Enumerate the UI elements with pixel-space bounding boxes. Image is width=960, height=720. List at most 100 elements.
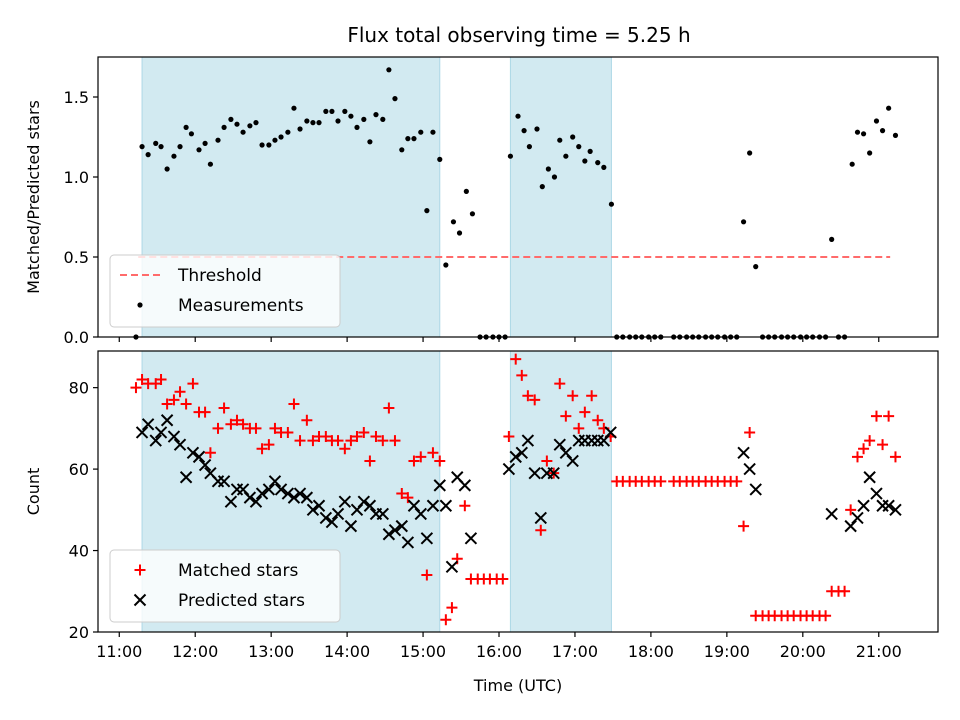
measurement-point xyxy=(570,134,576,140)
x-tick-label: 14:00 xyxy=(324,642,370,661)
predicted-point xyxy=(331,507,345,521)
matched-point xyxy=(396,488,408,500)
predicted-point xyxy=(173,438,187,451)
measurement-point xyxy=(879,128,886,134)
measurement-point xyxy=(424,208,430,214)
predicted-point xyxy=(882,499,895,512)
measurement-point xyxy=(411,136,417,142)
measurement-point xyxy=(153,140,159,146)
predicted-point xyxy=(281,487,295,500)
matched-point xyxy=(263,439,275,451)
series-predicted-stars xyxy=(135,414,902,574)
matched-point xyxy=(225,418,237,430)
legend-measurements-swatch xyxy=(137,302,143,308)
matched-point xyxy=(187,378,199,390)
matched-point xyxy=(820,610,832,622)
predicted-point xyxy=(224,495,238,508)
legend-label: Matched stars xyxy=(178,561,298,581)
measurement-point xyxy=(753,264,759,270)
matched-point xyxy=(529,394,541,406)
predicted-point xyxy=(306,503,320,517)
predicted-point xyxy=(825,507,838,521)
y-tick-label: 20 xyxy=(69,623,89,642)
matched-point xyxy=(358,426,370,438)
matched-point xyxy=(294,435,306,447)
matched-point xyxy=(174,386,186,398)
measurement-point xyxy=(145,152,151,158)
measurement-point xyxy=(354,124,360,130)
measurement-point xyxy=(373,112,379,118)
matched-point xyxy=(161,398,173,410)
matched-point xyxy=(199,406,211,418)
predicted-point xyxy=(566,454,579,468)
measurement-point xyxy=(164,166,170,172)
matched-point xyxy=(332,435,344,447)
x-tick-label: 17:00 xyxy=(552,642,598,661)
matched-point xyxy=(288,398,300,410)
measurement-point xyxy=(253,120,259,126)
chart-title: Flux total observing time = 5.25 h xyxy=(347,23,690,47)
measurement-point xyxy=(158,144,164,150)
matched-point xyxy=(510,353,522,365)
predicted-point xyxy=(300,491,314,504)
measurement-point xyxy=(886,105,892,111)
predicted-point xyxy=(737,446,750,460)
matched-point xyxy=(560,410,572,422)
matched-point xyxy=(864,435,876,447)
x-tick-label: 11:00 xyxy=(96,642,142,661)
measurement-point xyxy=(587,148,593,154)
y-axis-label: Count xyxy=(24,468,43,516)
predicted-point xyxy=(547,466,560,480)
matched-point xyxy=(851,451,863,463)
measurement-point xyxy=(291,105,297,111)
measurement-point xyxy=(608,201,615,207)
predicted-point xyxy=(154,426,168,439)
legend: Matched stars Predicted stars xyxy=(109,549,341,623)
legend-label: Predicted stars xyxy=(178,591,305,611)
matched-point xyxy=(237,418,249,430)
measurement-point xyxy=(418,129,424,135)
predicted-point xyxy=(357,495,371,508)
matched-point xyxy=(731,475,743,487)
predicted-point xyxy=(274,483,288,496)
predicted-point xyxy=(464,532,478,545)
predicted-point xyxy=(160,414,174,427)
predicted-point xyxy=(179,471,193,484)
measurement-point xyxy=(582,158,588,164)
matched-point xyxy=(434,455,446,467)
matched-point xyxy=(497,573,509,585)
top-panel-ratio: 0.0 0.5 1.0 1.5 Matched/Predicted stars Thres… xyxy=(24,56,939,347)
predicted-point xyxy=(363,499,377,512)
measurement-point xyxy=(221,124,227,130)
legend-label: Threshold xyxy=(177,266,262,286)
measurement-point xyxy=(316,120,322,126)
matched-point xyxy=(370,431,382,443)
measurement-point xyxy=(259,142,265,148)
predicted-point xyxy=(870,487,883,500)
predicted-point xyxy=(433,479,446,492)
measurement-point xyxy=(234,121,240,127)
y-tick-label: 40 xyxy=(69,542,89,561)
predicted-point xyxy=(401,536,415,549)
predicted-point xyxy=(395,519,409,533)
measurement-point xyxy=(595,160,601,166)
series-matched-stars xyxy=(130,353,901,626)
measurement-point xyxy=(177,144,183,150)
legend: Threshold Measurements xyxy=(109,254,341,328)
predicted-point xyxy=(382,528,396,541)
matched-point xyxy=(655,475,667,487)
matched-point xyxy=(446,602,458,614)
matched-point xyxy=(282,426,294,438)
measurement-point xyxy=(247,123,253,129)
measurement-point xyxy=(563,153,569,159)
predicted-point xyxy=(420,532,434,545)
predicted-point xyxy=(439,499,453,512)
measurement-point xyxy=(310,120,316,126)
bottom-panel-counts: 20 40 60 80 11:00 12:00 13:00 14:00 15:00 16:00 17… xyxy=(24,350,939,695)
predicted-point xyxy=(192,450,206,464)
x-tick-label: 16:00 xyxy=(476,642,522,661)
matched-point xyxy=(250,422,262,434)
x-tick-label: 18:00 xyxy=(628,642,674,661)
observing-window-2 xyxy=(509,56,612,338)
